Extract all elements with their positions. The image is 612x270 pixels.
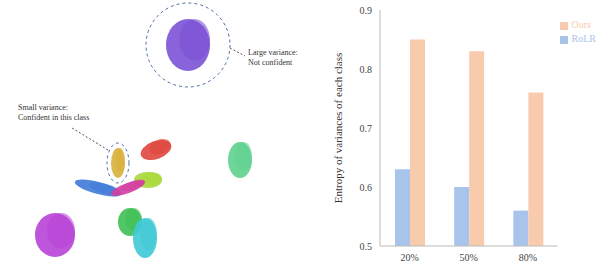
svg-text:0.9: 0.9 [360,5,373,16]
svg-text:0.7: 0.7 [360,123,373,134]
svg-text:0.8: 0.8 [360,64,373,75]
svg-text:Large variance:Not confident: Large variance:Not confident [248,48,298,67]
svg-text:50%: 50% [460,252,478,263]
svg-text:Entropy of variances of each c: Entropy of variances of each class [332,53,344,204]
svg-text:Small variance:Confident in th: Small variance:Confident in this class [18,103,89,122]
svg-text:20%: 20% [400,252,418,263]
html-text:RoLR: RoLR [571,33,596,44]
svg-text:0.6: 0.6 [360,182,373,193]
svg-text:0.5: 0.5 [360,241,373,252]
html-text:Ours: Ours [571,19,591,30]
svg-text:80%: 80% [519,252,537,263]
